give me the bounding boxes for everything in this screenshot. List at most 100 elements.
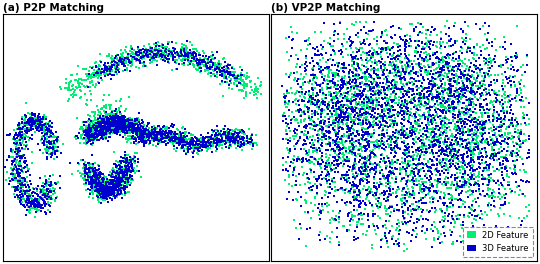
Point (376, 47, 385, 51)
Point (497, 123, 505, 127)
Point (153, 40, 162, 45)
Point (443, 77, 452, 82)
Point (14, 186, 23, 190)
Point (370, 194, 379, 198)
Point (488, 118, 497, 122)
Point (429, 135, 438, 139)
Point (304, 38, 313, 42)
Point (448, 58, 457, 62)
Point (101, 190, 110, 195)
Point (313, 177, 322, 181)
Point (423, 42, 431, 46)
Point (38, 126, 47, 131)
Point (361, 82, 369, 87)
Point (427, 149, 436, 153)
Point (471, 208, 480, 212)
Point (40, 200, 49, 205)
Point (363, 53, 372, 57)
Point (305, 122, 313, 126)
Point (42, 128, 50, 132)
Point (84, 134, 93, 138)
Point (155, 139, 164, 143)
Point (353, 225, 361, 229)
Point (430, 116, 439, 120)
Point (82, 142, 91, 146)
Point (352, 237, 360, 241)
Point (9, 128, 18, 133)
Point (192, 47, 200, 51)
Point (26, 173, 35, 177)
Point (103, 131, 112, 136)
Point (451, 64, 460, 68)
Point (512, 69, 521, 73)
Point (30, 204, 38, 208)
Point (315, 157, 323, 162)
Point (329, 73, 338, 77)
Point (109, 124, 118, 128)
Point (345, 228, 353, 233)
Point (136, 122, 144, 126)
Point (248, 141, 256, 145)
Point (210, 57, 218, 61)
Point (98, 190, 106, 195)
Point (14, 181, 23, 185)
Point (387, 146, 395, 150)
Point (410, 96, 418, 100)
Point (453, 183, 462, 188)
Point (378, 152, 387, 156)
Point (216, 69, 225, 73)
Point (370, 223, 379, 228)
Point (99, 188, 107, 192)
Point (176, 142, 185, 146)
Point (367, 123, 376, 127)
Point (44, 129, 52, 133)
Point (223, 62, 232, 66)
Point (358, 162, 367, 167)
Point (394, 241, 403, 245)
Point (167, 52, 176, 56)
Point (116, 117, 124, 121)
Point (193, 149, 202, 153)
Point (146, 46, 155, 51)
Point (413, 108, 422, 112)
Point (371, 106, 380, 110)
Point (24, 118, 32, 122)
Point (435, 235, 444, 239)
Point (388, 36, 396, 40)
Point (316, 148, 325, 153)
Point (130, 160, 138, 164)
Point (373, 107, 382, 111)
Point (469, 138, 477, 142)
Point (422, 36, 430, 40)
Point (459, 120, 468, 124)
Point (378, 129, 387, 133)
Point (317, 114, 326, 118)
Point (373, 140, 381, 144)
Point (401, 171, 410, 175)
Point (38, 119, 46, 123)
Point (92, 124, 100, 128)
Point (482, 164, 491, 169)
Point (460, 177, 469, 181)
Point (492, 181, 501, 186)
Point (381, 92, 389, 96)
Point (111, 175, 120, 179)
Point (350, 174, 359, 178)
Point (295, 135, 304, 140)
Point (24, 198, 32, 202)
Point (218, 135, 227, 140)
Point (465, 168, 474, 172)
Point (476, 149, 484, 153)
Point (95, 119, 104, 123)
Point (463, 146, 472, 150)
Point (151, 128, 159, 132)
Point (451, 90, 460, 94)
Point (461, 163, 469, 168)
Point (363, 110, 372, 115)
Point (130, 126, 139, 130)
Point (332, 83, 341, 87)
Point (36, 118, 44, 122)
Point (404, 79, 413, 84)
Point (440, 86, 448, 90)
Point (381, 119, 389, 123)
